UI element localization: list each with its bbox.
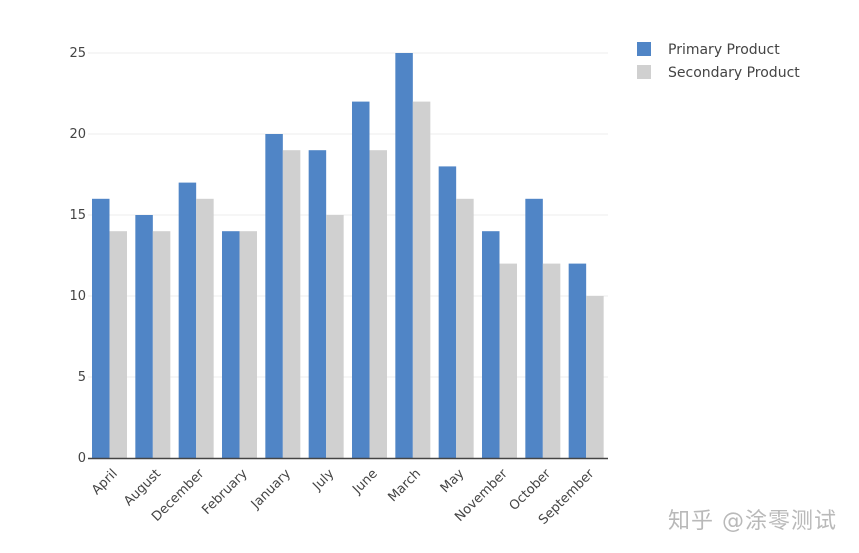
secondary-bar-april[interactable] xyxy=(109,231,128,458)
y-tick-label: 15 xyxy=(69,208,86,223)
primary-bar-july[interactable] xyxy=(308,150,327,458)
secondary-bar-may[interactable] xyxy=(456,198,474,459)
x-tick-label: January xyxy=(248,466,294,512)
watermark: 知乎 @涂零测试 xyxy=(668,509,837,534)
legend-label[interactable]: Primary Product xyxy=(668,42,780,58)
y-tick-labels: 0 5 10 15 20 25 xyxy=(69,46,86,466)
y-tick-label: 10 xyxy=(69,289,86,304)
legend-label[interactable]: Secondary Product xyxy=(668,65,800,81)
y-tick-label: 5 xyxy=(78,370,86,385)
legend: Primary Product Secondary Product xyxy=(637,42,800,81)
x-tick-label: February xyxy=(199,466,251,518)
x-tick-label: March xyxy=(385,466,424,505)
primary-bar-june[interactable] xyxy=(352,101,370,458)
secondary-bar-july[interactable] xyxy=(326,215,344,458)
secondary-bar-january[interactable] xyxy=(282,150,301,458)
primary-bar-april[interactable] xyxy=(92,198,110,459)
y-tick-label: 20 xyxy=(69,127,86,142)
legend-swatch[interactable] xyxy=(637,65,651,79)
primary-bar-january[interactable] xyxy=(265,134,283,458)
y-tick-label: 0 xyxy=(78,451,86,466)
bars xyxy=(92,53,604,459)
primary-bar-may[interactable] xyxy=(438,166,457,458)
x-tick-label: June xyxy=(349,466,380,497)
secondary-bar-february[interactable] xyxy=(239,231,258,458)
primary-bar-august[interactable] xyxy=(135,215,153,458)
secondary-bar-june[interactable] xyxy=(369,150,388,458)
primary-bar-october[interactable] xyxy=(525,198,543,459)
secondary-bar-october[interactable] xyxy=(542,263,561,458)
x-tick-label: August xyxy=(121,466,164,509)
x-tick-label: April xyxy=(89,466,121,498)
primary-bar-march[interactable] xyxy=(395,53,413,458)
secondary-bar-november[interactable] xyxy=(499,263,518,458)
primary-bar-december[interactable] xyxy=(178,182,197,458)
x-tick-label: May xyxy=(438,466,468,496)
primary-bar-september[interactable] xyxy=(568,263,587,458)
primary-bar-november[interactable] xyxy=(482,231,500,458)
y-tick-label: 25 xyxy=(69,46,86,61)
secondary-bar-august[interactable] xyxy=(152,231,171,458)
secondary-bar-march[interactable] xyxy=(412,101,431,458)
gridlines xyxy=(88,52,608,378)
x-tick-label: July xyxy=(310,466,338,494)
legend-swatch[interactable] xyxy=(637,42,651,56)
primary-bar-february[interactable] xyxy=(222,231,240,458)
secondary-bar-september[interactable] xyxy=(586,296,604,458)
secondary-bar-december[interactable] xyxy=(196,198,214,459)
